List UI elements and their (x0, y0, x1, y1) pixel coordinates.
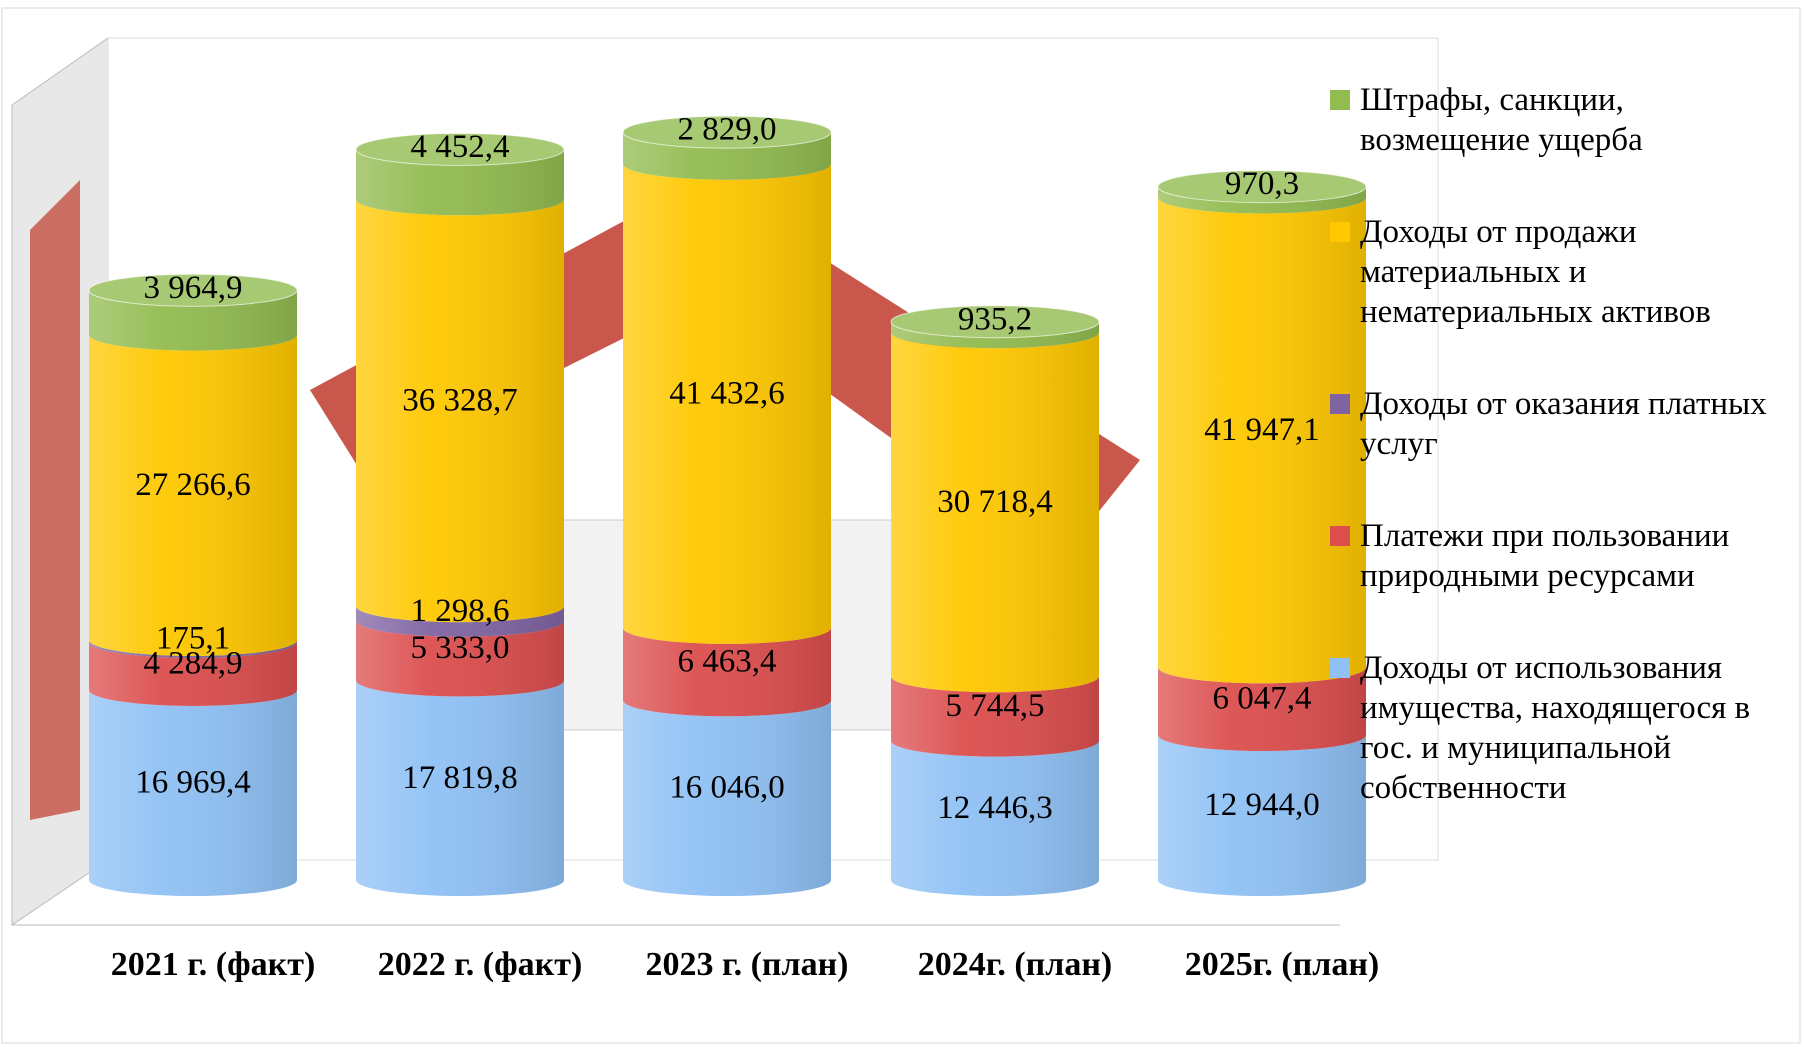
cylinder-shade (623, 132, 831, 896)
data-label: 970,3 (1225, 166, 1299, 202)
data-label: 36 328,7 (402, 382, 518, 418)
legend-swatch (1330, 526, 1350, 546)
data-label: 17 819,8 (402, 760, 518, 796)
data-label: 5 744,5 (946, 688, 1045, 724)
data-label: 935,2 (958, 301, 1032, 337)
data-label: 12 944,0 (1204, 787, 1320, 823)
x-tick-label: 2022 г. (факт) (378, 946, 583, 983)
cylinder-shade (356, 149, 564, 896)
legend-label: Штрафы, санкции, возмещение ущерба (1360, 82, 1643, 158)
data-label: 27 266,6 (135, 467, 251, 503)
data-label: 16 046,0 (669, 770, 785, 806)
data-label: 2 829,0 (678, 112, 777, 148)
legend-swatch (1330, 90, 1350, 110)
data-label: 4 284,9 (144, 646, 243, 682)
cylinder-shade (891, 321, 1099, 897)
data-label: 1 298,6 (411, 593, 510, 629)
data-label: 4 452,4 (411, 129, 510, 165)
cylinder-top (355, 132, 565, 166)
legend-swatch (1330, 394, 1350, 414)
legend-item: Доходы от продажи материальных и нематер… (1330, 212, 1800, 332)
cylinder-top (1157, 170, 1367, 204)
cylinder-top (890, 305, 1100, 339)
legend-item: Доходы от оказания платных услуг (1330, 384, 1800, 464)
legend-label: Доходы от использования имущества, наход… (1360, 650, 1751, 806)
data-label: 175,1 (156, 621, 230, 657)
data-label: 6 463,4 (678, 644, 777, 680)
legend-swatch (1330, 658, 1350, 678)
legend-item: Платежи при пользовании природными ресур… (1330, 516, 1800, 596)
cylinder-top (622, 115, 832, 149)
data-label: 16 969,4 (135, 765, 251, 801)
legend-item: Штрафы, санкции, возмещение ущерба (1330, 80, 1800, 160)
data-label: 30 718,4 (937, 484, 1053, 520)
legend-label: Доходы от оказания платных услуг (1360, 386, 1767, 462)
data-label: 6 047,4 (1213, 681, 1312, 717)
x-tick-label: 2024г. (план) (918, 946, 1113, 983)
cylinder-top (88, 273, 298, 307)
cylinder-shade (89, 290, 297, 897)
legend-label: Платежи при пользовании природными ресур… (1360, 518, 1730, 594)
x-tick-label: 2025г. (план) (1185, 946, 1380, 983)
legend-item: Доходы от использования имущества, наход… (1330, 648, 1800, 808)
data-label: 5 333,0 (411, 630, 510, 666)
frame (1, 7, 1801, 1044)
house-left (30, 180, 80, 820)
x-tick-label: 2021 г. (факт) (111, 946, 316, 983)
data-label: 41 947,1 (1204, 412, 1320, 448)
data-label: 3 964,9 (144, 270, 243, 306)
legend: Штрафы, санкции, возмещение ущерба Доходы… (1330, 80, 1800, 860)
data-label: 41 432,6 (669, 375, 785, 411)
x-tick-label: 2023 г. (план) (645, 946, 848, 983)
data-label: 12 446,3 (937, 790, 1053, 826)
legend-swatch (1330, 222, 1350, 242)
legend-label: Доходы от продажи материальных и нематер… (1360, 214, 1711, 330)
cylinder-shade (1158, 186, 1366, 896)
